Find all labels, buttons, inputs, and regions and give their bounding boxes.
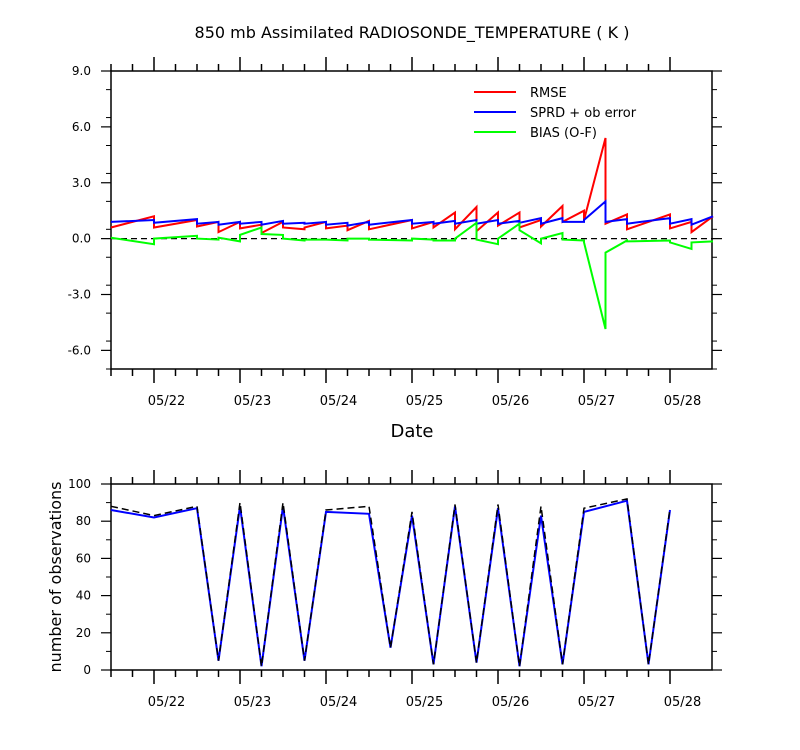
series-line-bias-o-f bbox=[110, 220, 714, 330]
bottom-series bbox=[110, 497, 671, 667]
legend: RMSE SPRD + ob error BIAS (O-F) bbox=[474, 86, 637, 141]
y-tick-label: 0 bbox=[83, 663, 91, 677]
x-tick-label: 05/28 bbox=[664, 695, 701, 710]
y-tick-label: 100 bbox=[68, 477, 91, 491]
y-tick-label: 0.0 bbox=[72, 232, 91, 246]
top-x-tick-labels: 05/22 05/23 05/24 05/25 05/26 05/27 05/28 bbox=[148, 394, 701, 409]
y-axis-title-observations: number of observations bbox=[46, 482, 65, 673]
legend-label-rmse: RMSE bbox=[530, 86, 567, 101]
x-tick-label: 05/23 bbox=[234, 394, 271, 409]
x-tick-label: 05/27 bbox=[578, 394, 615, 409]
top-ticks bbox=[101, 57, 722, 383]
series-line-obs-0 bbox=[110, 499, 671, 667]
y-tick-label: -3.0 bbox=[68, 288, 91, 302]
top-panel: 9.06.03.00.0-3.0-6.0 05/22 05/23 05/24 05/2… bbox=[68, 57, 722, 442]
y-tick-label: 80 bbox=[76, 514, 91, 528]
legend-label-bias: BIAS (O-F) bbox=[530, 126, 597, 141]
x-tick-label: 05/25 bbox=[406, 695, 443, 710]
legend-label-sprd: SPRD + ob error bbox=[530, 106, 637, 121]
y-tick-label: 20 bbox=[76, 626, 91, 640]
y-tick-label: 9.0 bbox=[72, 64, 91, 78]
y-tick-label: -6.0 bbox=[68, 343, 91, 357]
y-tick-label: 3.0 bbox=[72, 176, 91, 190]
series-line-sprd-ob-error bbox=[110, 199, 714, 227]
y-tick-label: 60 bbox=[76, 551, 91, 565]
bottom-y-tick-labels: 100 80 60 40 20 0 bbox=[68, 477, 91, 677]
bottom-x-tick-labels: 05/22 05/23 05/24 05/25 05/26 05/27 05/28 bbox=[148, 695, 701, 710]
top-y-tick-labels: 9.0 6.0 3.0 0.0 -3.0 -6.0 bbox=[68, 64, 91, 357]
x-tick-label: 05/25 bbox=[406, 394, 443, 409]
top-series bbox=[110, 137, 714, 330]
y-tick-label: 6.0 bbox=[72, 120, 91, 134]
y-tick-label: 40 bbox=[76, 589, 91, 603]
chart-title: 850 mb Assimilated RADIOSONDE_TEMPERATUR… bbox=[195, 23, 630, 43]
x-tick-label: 05/24 bbox=[320, 695, 357, 710]
x-tick-label: 05/23 bbox=[234, 695, 271, 710]
x-tick-label: 05/24 bbox=[320, 394, 357, 409]
x-axis-title: Date bbox=[390, 421, 433, 442]
x-tick-label: 05/26 bbox=[492, 695, 529, 710]
x-tick-label: 05/27 bbox=[578, 695, 615, 710]
series-line-obs-1 bbox=[110, 497, 671, 667]
bottom-ticks bbox=[101, 470, 722, 684]
x-tick-label: 05/22 bbox=[148, 695, 185, 710]
x-tick-label: 05/26 bbox=[492, 394, 529, 409]
x-tick-label: 05/22 bbox=[148, 394, 185, 409]
x-tick-label: 05/28 bbox=[664, 394, 701, 409]
